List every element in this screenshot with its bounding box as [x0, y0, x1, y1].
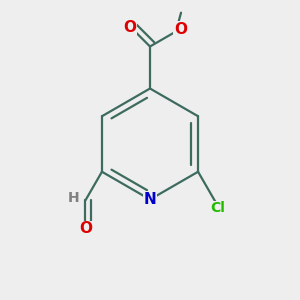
Text: Cl: Cl: [210, 201, 225, 215]
Text: H: H: [68, 191, 80, 205]
Text: N: N: [144, 192, 156, 207]
Text: O: O: [174, 22, 187, 37]
Text: O: O: [123, 20, 136, 35]
Text: O: O: [79, 221, 92, 236]
